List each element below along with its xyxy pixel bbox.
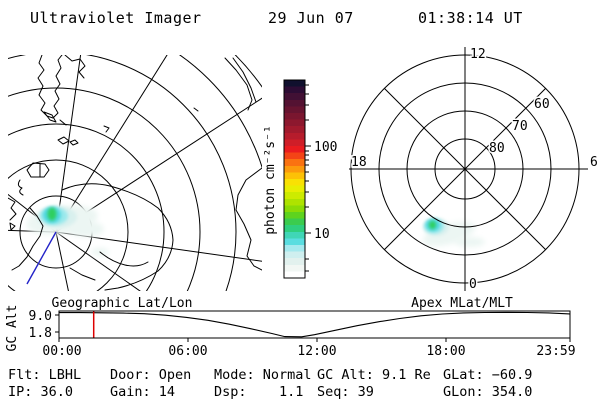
mlt-label-6: 6 (590, 155, 598, 170)
xtick-1800: 18:00 (426, 344, 465, 359)
polar-plot: 12 18 6 0 60 70 80 (349, 46, 599, 294)
time-readout: 01:38:14 UT (418, 9, 523, 27)
mlt-label-12: 12 (470, 47, 486, 62)
aurora-emission-geo (26, 205, 109, 256)
mlat-ring-label-60: 60 (534, 97, 550, 112)
colorbar-tick-10: 10 (314, 227, 330, 242)
status-glon: GLon: 354.0 (443, 384, 533, 400)
geo-map-caption: Geographic Lat/Lon (52, 296, 193, 310)
islands-falkland (57, 136, 79, 146)
status-ip: IP: 36.0 (8, 384, 74, 400)
xtick-2359: 23:59 (536, 344, 575, 359)
aurora-emission-polar (422, 218, 485, 247)
coastline-south-america (37, 55, 63, 119)
polar-caption: Apex MLat/MLT (411, 296, 513, 310)
geographic-map (8, 55, 262, 291)
orbit-track-line (26, 231, 57, 285)
altitude-timeline: GC Alt 9.0 1.8 00:00 06:00 12:00 18:00 2… (5, 305, 576, 359)
coastline-tierra-del-fuego (43, 111, 67, 126)
imagery-panel: Geographic Lat/Lon (8, 46, 599, 310)
app-title: Ultraviolet Imager (30, 9, 202, 27)
coast-marks (103, 107, 199, 133)
colorbar-tick-100: 100 (314, 140, 337, 155)
status-glat: GLat: −60.9 (443, 367, 533, 383)
meridian-lines (8, 55, 262, 291)
coastline-topright (224, 57, 257, 111)
xtick-1200: 12:00 (297, 344, 336, 359)
gc-alt-curve (59, 311, 570, 338)
coastline-weddell (69, 251, 149, 281)
status-gain: Gain: 14 (110, 384, 176, 400)
coastline-east-antarctica (235, 167, 262, 271)
mlt-label-18: 18 (351, 155, 367, 170)
date-readout: 29 Jun 07 (268, 9, 354, 27)
xtick-0600: 06:00 (168, 344, 207, 359)
mlat-ring-label-70: 70 (512, 119, 528, 134)
coastlines (8, 55, 262, 291)
mlt-spokes (349, 47, 588, 291)
colorbar-unit-label: photon cm⁻²s⁻¹ (263, 125, 278, 235)
colorbar: 100 10 photon cm⁻²s⁻¹ (263, 79, 337, 279)
xtick-0000: 00:00 (42, 344, 81, 359)
altplot-ytick-bottom: 1.8 (29, 326, 52, 341)
coastline-antarctic-peninsula (9, 207, 44, 271)
coastline-antarctica (61, 183, 174, 291)
status-door: Door: Open (110, 367, 192, 383)
status-dsp: Dsp: 1.1 (214, 384, 304, 400)
colorbar-ticks (305, 84, 311, 272)
altplot-ytick-top: 9.0 (29, 309, 52, 324)
altplot-xticks (58, 338, 571, 342)
altplot-ylabel: GC Alt (5, 305, 20, 352)
status-flt: Flt: LBHL (8, 367, 82, 383)
coast-squiggle-left (8, 179, 24, 221)
altplot-yticks (55, 314, 59, 333)
altplot-frame (58, 310, 571, 339)
colorbar-gradient (284, 80, 305, 278)
status-seq: Seq: 39 (317, 384, 374, 400)
mlat-ring-label-80: 80 (489, 141, 505, 156)
coastline-atlantic (64, 55, 86, 79)
island-south-georgia (26, 162, 50, 178)
status-gcalt: GC Alt: 9.1 Re (317, 367, 431, 383)
latitude-circles (8, 55, 262, 291)
mlt-label-0: 0 (469, 277, 477, 292)
status-mode: Mode: Normal (214, 367, 312, 383)
